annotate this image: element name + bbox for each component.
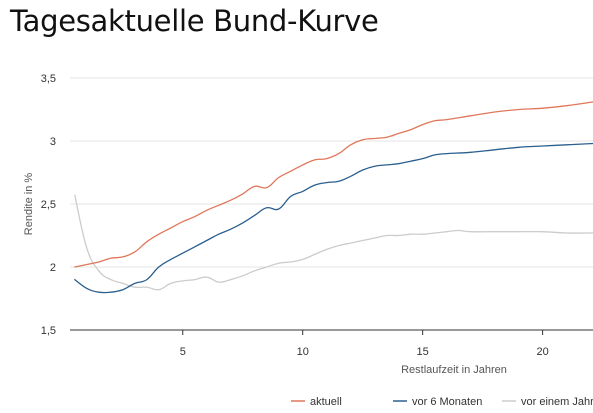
series-line-vor-6-monaten: [74, 142, 593, 294]
series-lines: [74, 101, 593, 294]
legend-label: vor 6 Monaten: [412, 396, 482, 408]
legend-label: aktuell: [310, 396, 342, 408]
x-tick-label: 15: [417, 346, 429, 358]
y-axis-ticks: 1,5 2 2,5 3 3,5: [41, 73, 56, 337]
x-tick-label: 5: [180, 346, 186, 358]
legend: aktuell vor 6 Monaten vor einem Jahr: [291, 396, 593, 408]
y-axis-label: Rendite in %: [23, 173, 35, 236]
y-tick-label: 3,5: [41, 73, 56, 85]
y-tick-label: 1,5: [41, 325, 56, 337]
x-axis-label: Restlaufzeit in Jahren: [401, 364, 507, 376]
y-tick-label: 2: [50, 262, 56, 274]
y-tick-label: 2,5: [41, 199, 56, 211]
chart-title: Tagesaktuelle Bund-Kurve: [10, 4, 379, 38]
series-line-vor-einem-jahr: [74, 194, 593, 291]
legend-label: vor einem Jahr: [521, 396, 593, 408]
x-axis-ticks: 5 10 15 20: [180, 330, 549, 358]
x-tick-label: 20: [536, 346, 548, 358]
grid-lines: [70, 77, 593, 331]
y-tick-label: 3: [50, 136, 56, 148]
series-line-aktuell: [74, 101, 593, 268]
x-tick-label: 10: [297, 346, 309, 358]
